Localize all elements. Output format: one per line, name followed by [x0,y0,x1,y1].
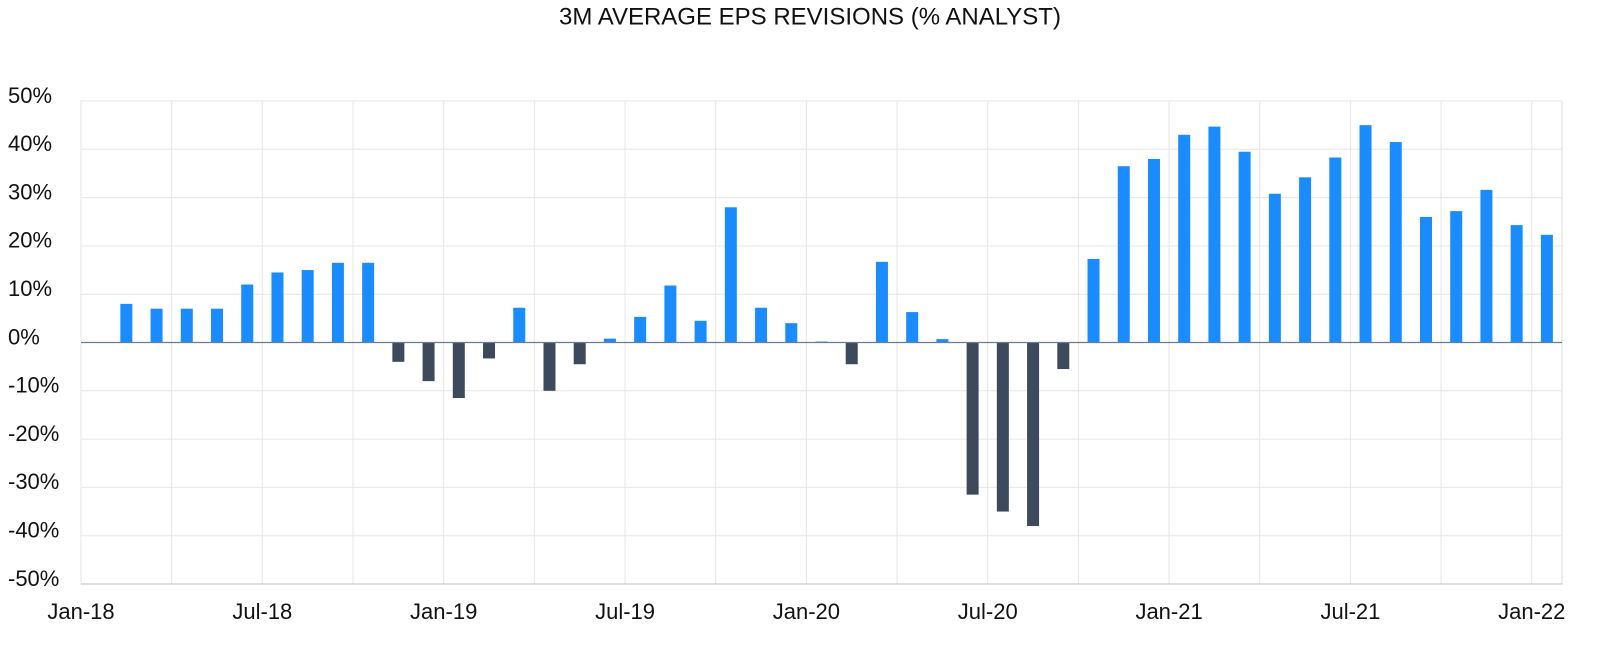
bar [211,308,224,343]
bar [1510,225,1523,343]
bar [875,261,888,343]
bar [1480,189,1493,343]
bar [422,342,435,382]
bar [1450,211,1463,343]
bar [724,207,737,343]
bar [755,307,768,343]
bar [1419,216,1432,343]
bar [785,323,798,343]
bar [1329,157,1342,343]
bar [452,342,465,399]
bar [996,342,1009,512]
bar [1359,125,1372,343]
bar [150,308,163,343]
bar [1389,142,1402,343]
bar [120,303,133,343]
bar [936,339,949,343]
x-tick-label: Jul-19 [595,599,655,624]
bar [845,342,858,365]
bar [362,262,375,343]
bar [634,316,647,343]
x-tick-label: Jan-19 [410,599,477,624]
bar [1238,151,1251,343]
bar [543,342,556,391]
y-tick-label: -10% [8,373,59,398]
bar [1268,193,1281,343]
chart-title: 3M AVERAGE EPS REVISIONS (% ANALYST) [559,3,1061,30]
bar [271,272,284,343]
x-tick-label: Jan-21 [1135,599,1202,624]
bar [603,338,616,343]
bar [513,307,526,343]
y-tick-label: -40% [8,518,59,543]
x-tick-label: Jul-20 [958,599,1018,624]
bar [1208,126,1221,343]
bar [1178,134,1191,343]
bar [664,285,677,343]
bar [1057,342,1070,370]
y-tick-label: 10% [8,276,52,301]
bar [483,342,496,359]
bar [331,262,344,343]
x-tick-label: Jan-20 [773,599,840,624]
bar [241,284,254,343]
bar [301,270,314,343]
x-tick-label: Jan-22 [1498,599,1565,624]
bar [1540,234,1553,343]
x-tick-label: Jul-18 [232,599,292,624]
y-tick-label: 40% [8,131,52,156]
bar [1027,342,1040,527]
y-tick-label: -50% [8,566,59,591]
bar [1299,177,1312,343]
bar [392,342,405,362]
x-tick-label: Jul-21 [1320,599,1380,624]
y-tick-label: 50% [8,83,52,108]
bar [180,308,193,343]
bar [906,312,919,343]
bar [1117,166,1130,343]
bar [694,320,707,343]
x-tick-label: Jan-18 [47,599,114,624]
y-tick-label: -30% [8,469,59,494]
bar [1147,158,1160,343]
y-tick-label: 30% [8,179,52,204]
bar [573,342,586,365]
y-tick-label: 0% [8,324,40,349]
y-tick-label: -20% [8,421,59,446]
bar [966,342,979,495]
bar [1087,258,1100,343]
y-tick-label: 20% [8,228,52,253]
